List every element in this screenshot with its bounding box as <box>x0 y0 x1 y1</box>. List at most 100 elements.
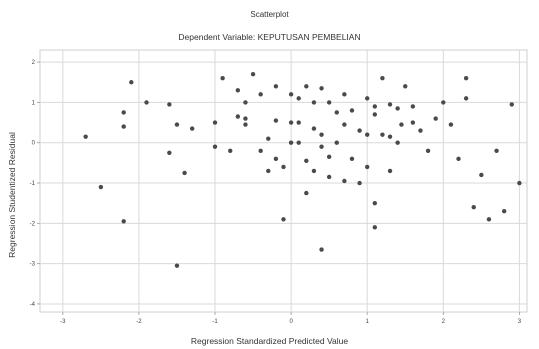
x-tick-label: 0 <box>289 319 293 325</box>
data-point <box>144 100 149 105</box>
data-point <box>243 122 248 127</box>
data-point <box>258 148 263 153</box>
data-point <box>288 140 294 145</box>
data-point <box>365 164 370 170</box>
data-point <box>319 132 324 137</box>
y-tick-label: -4 <box>30 302 36 308</box>
data-point <box>380 132 385 137</box>
data-point <box>372 200 378 206</box>
data-point <box>410 120 416 125</box>
data-point <box>342 92 347 97</box>
data-point <box>273 84 279 89</box>
data-point <box>471 205 476 210</box>
data-point <box>319 86 324 91</box>
data-point <box>479 172 484 178</box>
data-point <box>365 132 370 137</box>
data-point <box>395 106 400 111</box>
data-point <box>418 128 423 133</box>
x-tick-label: 3 <box>518 319 522 325</box>
data-point <box>235 88 241 93</box>
data-point <box>311 126 317 131</box>
data-point <box>372 104 378 109</box>
data-point <box>372 225 378 230</box>
data-point <box>304 190 309 196</box>
y-tick-label: 2 <box>32 60 36 66</box>
data-point <box>167 150 172 155</box>
x-axis-label: Regression Standardized Predicted Value <box>190 336 349 346</box>
y-tick-label: 0 <box>32 141 36 147</box>
data-point <box>304 158 309 164</box>
data-point <box>167 102 172 107</box>
data-point <box>281 217 286 222</box>
data-point <box>273 118 279 123</box>
data-point <box>174 263 180 268</box>
data-point <box>258 92 263 97</box>
data-point <box>243 100 248 105</box>
data-point <box>494 148 499 153</box>
data-point <box>326 174 332 180</box>
data-point <box>387 168 393 174</box>
data-point <box>228 148 233 153</box>
data-point <box>83 134 88 139</box>
data-point <box>501 209 507 214</box>
data-point <box>288 120 294 125</box>
data-point <box>433 116 438 121</box>
data-point <box>266 136 271 141</box>
data-point <box>456 156 461 162</box>
data-point <box>395 140 400 145</box>
x-tick-label: 2 <box>442 319 446 325</box>
data-point <box>425 148 431 153</box>
data-point <box>486 217 492 222</box>
data-point <box>319 247 324 252</box>
data-point <box>250 71 256 77</box>
data-point <box>296 120 301 125</box>
data-point <box>129 80 134 85</box>
data-point <box>463 76 469 81</box>
data-point <box>273 156 279 162</box>
data-point <box>212 144 218 149</box>
data-point <box>98 184 104 190</box>
data-point <box>517 180 522 186</box>
data-point <box>319 144 324 149</box>
data-point <box>326 100 332 105</box>
x-tick-label: 1 <box>366 319 370 325</box>
data-point <box>174 122 180 127</box>
data-point <box>441 100 446 105</box>
data-point <box>342 178 347 184</box>
data-point <box>311 100 317 105</box>
data-point <box>296 140 301 145</box>
data-point <box>463 96 469 101</box>
y-tick-label: -3 <box>30 262 36 268</box>
data-point <box>296 96 301 101</box>
x-tick-label: -1 <box>212 319 218 325</box>
x-tick-label: -3 <box>60 319 66 325</box>
data-point <box>189 126 195 131</box>
data-point <box>182 170 187 176</box>
data-point <box>387 102 393 107</box>
data-point <box>349 108 355 113</box>
data-point <box>357 128 362 133</box>
data-point <box>403 84 408 89</box>
data-point <box>334 110 339 115</box>
data-point <box>357 180 362 186</box>
data-point <box>365 96 370 101</box>
data-point <box>121 219 126 224</box>
data-point <box>509 102 514 107</box>
data-point <box>399 122 404 127</box>
data-point <box>311 168 317 174</box>
x-tick-label: -2 <box>136 319 142 325</box>
data-point <box>387 134 393 139</box>
data-point <box>380 76 385 81</box>
data-point <box>121 124 126 129</box>
data-point <box>235 114 241 119</box>
data-point <box>372 112 378 117</box>
chart-subtitle: Dependent Variable: KEPUTUSAN PEMBELIAN <box>178 32 361 42</box>
y-tick-label: -2 <box>30 221 36 227</box>
data-point <box>334 140 339 145</box>
data-point <box>304 84 309 89</box>
chart-title: Scatterplot <box>250 10 289 19</box>
data-point <box>326 154 332 160</box>
data-point <box>121 110 126 115</box>
